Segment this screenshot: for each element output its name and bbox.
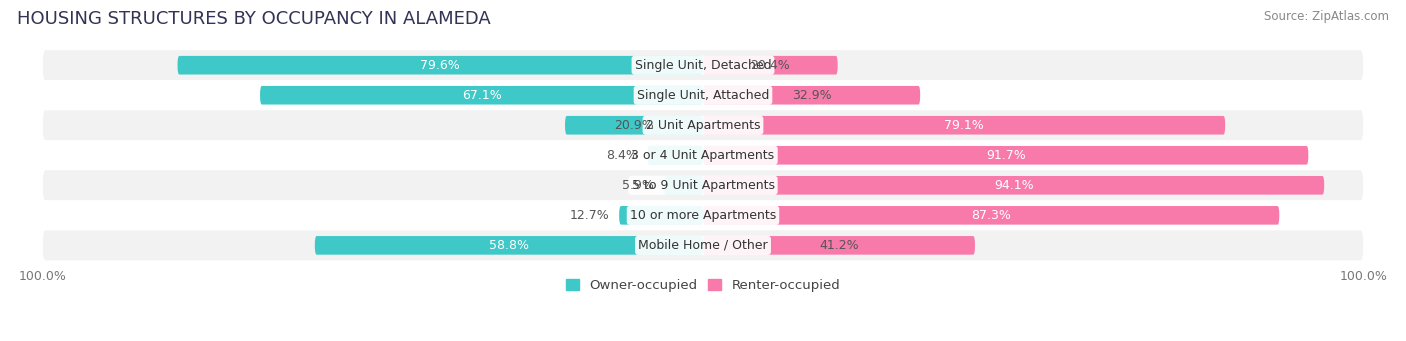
FancyBboxPatch shape — [42, 231, 1364, 261]
Text: 32.9%: 32.9% — [792, 89, 831, 102]
Text: Single Unit, Attached: Single Unit, Attached — [637, 89, 769, 102]
FancyBboxPatch shape — [42, 200, 1364, 231]
FancyBboxPatch shape — [619, 206, 703, 225]
FancyBboxPatch shape — [703, 146, 1309, 165]
Text: 91.7%: 91.7% — [986, 149, 1025, 162]
FancyBboxPatch shape — [315, 236, 703, 255]
Text: 79.1%: 79.1% — [945, 119, 984, 132]
FancyBboxPatch shape — [703, 176, 1324, 195]
Text: 8.4%: 8.4% — [606, 149, 638, 162]
Text: 5.9%: 5.9% — [623, 179, 654, 192]
Text: Single Unit, Detached: Single Unit, Detached — [634, 59, 772, 72]
Text: 20.9%: 20.9% — [614, 119, 654, 132]
FancyBboxPatch shape — [42, 50, 1364, 80]
FancyBboxPatch shape — [42, 110, 1364, 140]
FancyBboxPatch shape — [703, 236, 974, 255]
Text: 12.7%: 12.7% — [569, 209, 609, 222]
FancyBboxPatch shape — [664, 176, 703, 195]
FancyBboxPatch shape — [703, 86, 920, 105]
FancyBboxPatch shape — [42, 80, 1364, 110]
FancyBboxPatch shape — [177, 56, 703, 75]
Text: 3 or 4 Unit Apartments: 3 or 4 Unit Apartments — [631, 149, 775, 162]
FancyBboxPatch shape — [42, 170, 1364, 200]
Text: 58.8%: 58.8% — [489, 239, 529, 252]
FancyBboxPatch shape — [42, 140, 1364, 170]
Text: 2 Unit Apartments: 2 Unit Apartments — [645, 119, 761, 132]
Text: 5 to 9 Unit Apartments: 5 to 9 Unit Apartments — [631, 179, 775, 192]
FancyBboxPatch shape — [648, 146, 703, 165]
Text: HOUSING STRUCTURES BY OCCUPANCY IN ALAMEDA: HOUSING STRUCTURES BY OCCUPANCY IN ALAME… — [17, 10, 491, 28]
Legend: Owner-occupied, Renter-occupied: Owner-occupied, Renter-occupied — [560, 274, 846, 298]
Text: Source: ZipAtlas.com: Source: ZipAtlas.com — [1264, 10, 1389, 23]
FancyBboxPatch shape — [703, 56, 838, 75]
Text: 79.6%: 79.6% — [420, 59, 460, 72]
FancyBboxPatch shape — [260, 86, 703, 105]
Text: 41.2%: 41.2% — [820, 239, 859, 252]
Text: 94.1%: 94.1% — [994, 179, 1033, 192]
Text: Mobile Home / Other: Mobile Home / Other — [638, 239, 768, 252]
Text: 10 or more Apartments: 10 or more Apartments — [630, 209, 776, 222]
FancyBboxPatch shape — [565, 116, 703, 135]
FancyBboxPatch shape — [703, 116, 1225, 135]
Text: 87.3%: 87.3% — [972, 209, 1011, 222]
FancyBboxPatch shape — [703, 206, 1279, 225]
Text: 20.4%: 20.4% — [751, 59, 790, 72]
Text: 67.1%: 67.1% — [461, 89, 502, 102]
